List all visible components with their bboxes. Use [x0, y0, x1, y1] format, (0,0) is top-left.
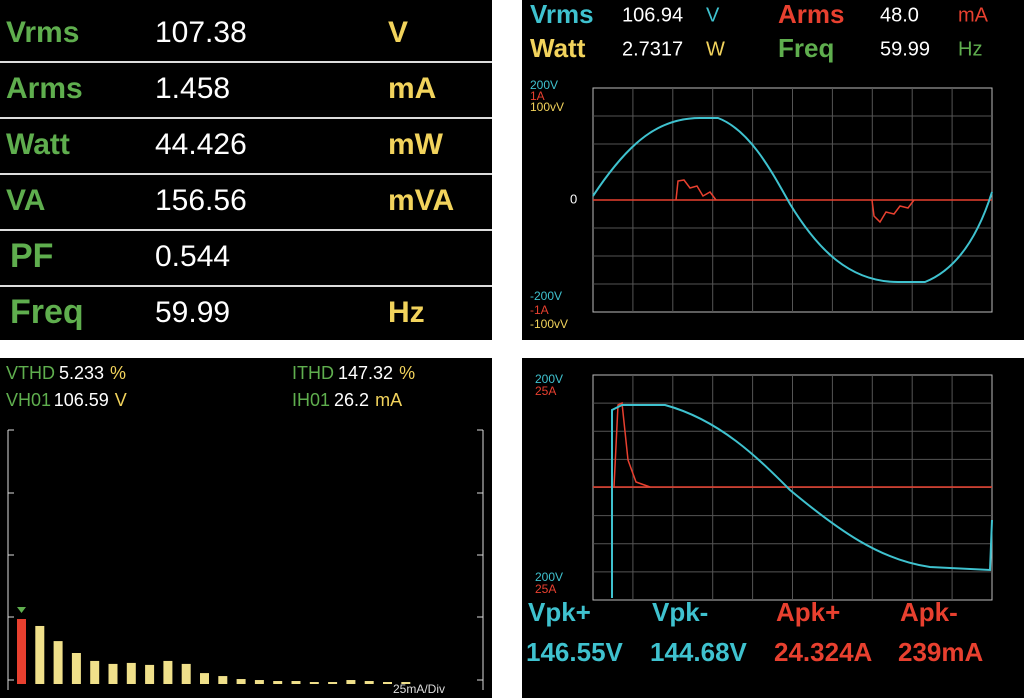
axis-label: -100vV — [530, 317, 568, 331]
peak-panel — [522, 358, 1024, 698]
scope-label: Watt — [530, 33, 586, 63]
scope-value: 106.94 — [622, 4, 683, 26]
scope-panel — [522, 0, 1024, 340]
harmonic-bar — [163, 660, 173, 684]
harmonic-bar — [328, 682, 338, 684]
harmonic-label: IH01 26.2 mA — [292, 390, 402, 410]
axis-label: -1A — [530, 303, 549, 317]
harmonic-bar — [17, 619, 26, 684]
scope-value: 2.7317 — [622, 38, 683, 60]
harmonic-bar — [236, 679, 246, 684]
peak-label: Vpk+ — [528, 597, 591, 627]
reading-value: 59.99 — [155, 296, 230, 329]
reading-value: 0.544 — [155, 240, 230, 273]
harmonic-bar — [346, 680, 356, 684]
reading-value: 156.56 — [155, 184, 247, 217]
harmonic-value: 147.32 — [338, 363, 393, 383]
harmonic-bar — [364, 681, 374, 684]
peak-label: Vpk- — [652, 597, 708, 627]
peak-value: 239mA — [898, 637, 983, 667]
harmonic-bar — [254, 680, 264, 684]
axis-label: 1A — [530, 89, 545, 103]
harmonic-bar — [383, 682, 392, 684]
peak-label: Apk+ — [776, 597, 840, 627]
meter-panel — [0, 0, 492, 340]
harmonics-panel — [0, 358, 492, 698]
harmonic-bar — [90, 660, 100, 684]
voltage-wave — [592, 117, 993, 283]
voltage-wave — [611, 404, 993, 598]
current-wave — [675, 179, 915, 224]
reading-value: 107.38 — [155, 16, 247, 49]
scale-label: 25mA/Div — [393, 682, 445, 696]
harmonic-label: VTHD 5.233% — [6, 363, 126, 383]
reading-unit: mW — [388, 128, 444, 161]
harmonic-label: VH01 106.59 V — [6, 390, 127, 410]
harmonic-unit: % — [399, 363, 415, 383]
reading-unit: mVA — [388, 184, 454, 217]
axis-label: 25A — [535, 582, 556, 596]
reading-unit: Hz — [388, 296, 425, 329]
axis-label: 25A — [535, 384, 556, 398]
harmonic-unit: mA — [375, 390, 402, 410]
harmonic-unit: V — [115, 390, 127, 410]
harmonic-bar — [291, 681, 301, 684]
axis-label: 0 — [570, 191, 577, 206]
reading-label: Freq — [10, 293, 84, 331]
harmonic-unit: % — [110, 363, 126, 383]
scope-unit: V — [706, 4, 720, 26]
reading-label: Arms — [6, 72, 83, 105]
peak-value: 24.324A — [774, 637, 873, 667]
reading-label: PF — [10, 237, 53, 275]
axis-label: 200V — [535, 570, 563, 584]
reading-unit: V — [388, 16, 408, 49]
scope-value: 59.99 — [880, 38, 930, 60]
reading-label: VA — [6, 184, 45, 217]
scope-value: 48.0 — [880, 4, 919, 26]
harmonic-bar — [200, 673, 209, 684]
scope-label: Vrms — [530, 0, 594, 29]
harmonic-bar — [273, 681, 283, 684]
scope-label: Arms — [778, 0, 844, 29]
harmonic-bar — [309, 682, 319, 684]
axis-label: -200V — [530, 289, 562, 303]
axis-label: 200V — [530, 78, 558, 92]
reading-label: Watt — [6, 128, 70, 161]
scope-unit: Hz — [958, 38, 982, 60]
harmonic-bar — [126, 662, 136, 684]
harmonic-bar — [145, 664, 155, 684]
harmonic-value: 106.59 — [54, 390, 109, 410]
harmonic-bar — [218, 676, 228, 684]
harmonic-label: ITHD 147.32% — [292, 363, 415, 383]
harmonic-bar — [71, 653, 81, 684]
harmonic-bar — [53, 641, 63, 684]
axis-label: 200V — [535, 372, 563, 386]
reading-label: Vrms — [6, 16, 79, 49]
reading-value: 44.426 — [155, 128, 247, 161]
peak-value: 146.55V — [526, 637, 624, 667]
peak-value: 144.68V — [650, 637, 748, 667]
harmonic-bar — [181, 663, 191, 684]
reading-value: 1.458 — [155, 72, 230, 105]
harmonic-bar — [108, 663, 118, 684]
peak-label: Apk- — [900, 597, 958, 627]
cursor-marker — [17, 607, 26, 613]
harmonic-value: 5.233 — [59, 363, 104, 383]
harmonic-bar — [401, 682, 411, 684]
scope-unit: W — [706, 38, 725, 60]
axis-label: 100vV — [530, 100, 564, 114]
scope-unit: mA — [958, 4, 989, 26]
harmonic-value: 26.2 — [334, 390, 369, 410]
reading-unit: mA — [388, 72, 436, 105]
scope-label: Freq — [778, 33, 834, 63]
current-pulse — [613, 401, 651, 488]
harmonic-bar — [35, 625, 45, 684]
